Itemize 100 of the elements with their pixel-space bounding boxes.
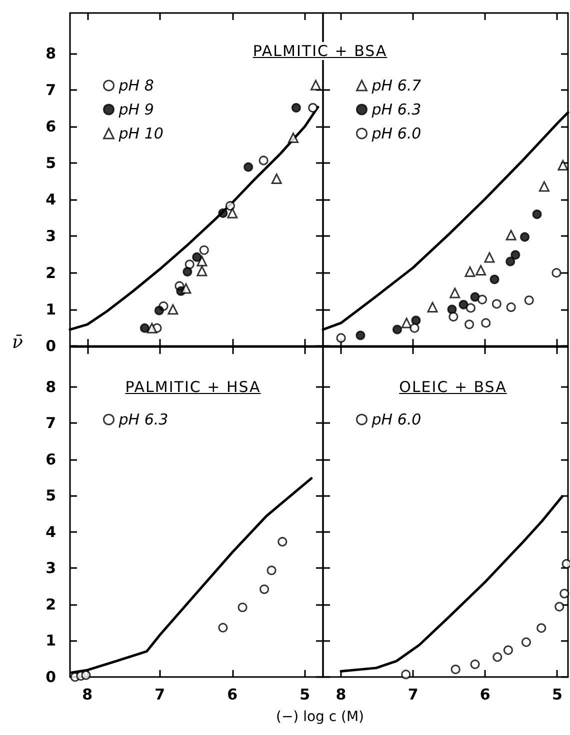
x-tick-label: 5	[300, 686, 310, 704]
point	[506, 302, 516, 312]
point	[464, 320, 474, 330]
y-axis-title: ν̄	[12, 332, 23, 353]
x-tick-label: 6	[227, 686, 238, 704]
point	[450, 288, 460, 298]
point	[447, 304, 457, 314]
point	[520, 232, 530, 242]
point	[450, 664, 460, 674]
point	[308, 103, 318, 113]
y-tick-label: 8	[46, 378, 56, 396]
point	[182, 266, 192, 276]
point	[492, 652, 502, 662]
point	[288, 132, 299, 144]
point	[218, 622, 228, 632]
point	[458, 300, 468, 310]
point	[180, 283, 192, 294]
point	[146, 322, 158, 334]
point	[448, 312, 458, 322]
point	[192, 252, 202, 262]
point	[466, 303, 476, 313]
point	[218, 208, 228, 218]
x-tick-label: 7	[154, 686, 166, 704]
y-tick-label: 8	[46, 44, 56, 62]
x-tick-label: 8	[82, 686, 93, 704]
point	[503, 645, 513, 655]
point	[196, 256, 208, 266]
legend-label: pH 6.0	[370, 124, 422, 142]
point	[196, 266, 208, 276]
point	[356, 330, 366, 340]
point	[506, 230, 516, 240]
x-tick-label: 8	[336, 686, 346, 704]
text: OLEIC + BSA	[396, 378, 510, 396]
point	[464, 266, 476, 277]
text: PALMITIC + BSA	[250, 42, 390, 60]
point	[521, 637, 531, 647]
x-tick-label: 7	[408, 686, 418, 704]
point	[411, 316, 421, 326]
legend-label: pH 6.3	[370, 100, 422, 118]
point	[227, 208, 238, 218]
point	[427, 302, 438, 312]
point	[536, 623, 546, 633]
point	[258, 156, 268, 166]
legend-label: pH 9	[118, 100, 154, 118]
point	[562, 559, 570, 569]
point	[484, 252, 495, 263]
point	[470, 660, 480, 670]
point	[401, 318, 412, 328]
point	[278, 536, 288, 546]
y-tick-label: 4	[46, 190, 56, 209]
legend-label: pH 6.0	[370, 410, 422, 428]
point	[538, 181, 550, 192]
legend-label: pH 6.3	[118, 410, 168, 428]
point	[510, 250, 520, 260]
x-tick-label: 6	[480, 686, 490, 704]
point	[490, 274, 500, 284]
point	[558, 160, 568, 170]
y-tick-label: 6	[46, 450, 56, 468]
point	[168, 304, 178, 315]
y-tick-label: 1	[46, 632, 56, 650]
point	[506, 256, 516, 266]
point	[336, 333, 346, 343]
point	[481, 318, 491, 328]
point	[478, 294, 487, 304]
point	[199, 245, 209, 255]
x-axis-title: (−) log c (M)	[276, 709, 364, 725]
point	[154, 306, 164, 316]
legend-label: pH 10	[118, 124, 164, 142]
point	[554, 602, 564, 612]
point	[401, 670, 411, 680]
point	[410, 323, 420, 333]
point	[470, 292, 480, 302]
point	[532, 210, 542, 220]
point	[184, 260, 194, 270]
y-tick-label: 2	[46, 595, 56, 614]
point	[291, 103, 301, 113]
point	[524, 296, 534, 306]
y-tick-label: 3	[46, 227, 56, 246]
point	[260, 584, 270, 594]
y-tick-label: 3	[46, 559, 56, 578]
point	[492, 299, 502, 309]
y-tick-label: 5	[46, 486, 56, 505]
point	[238, 602, 248, 612]
y-tick-label: 4	[46, 522, 56, 541]
point	[81, 670, 91, 680]
point	[476, 265, 486, 276]
legend-label: pH 6.7	[370, 76, 422, 94]
point	[560, 588, 570, 598]
point	[392, 324, 402, 334]
text: PALMITIC + HSA	[122, 378, 264, 396]
point	[140, 323, 150, 333]
point	[225, 201, 235, 211]
y-tick-label: 0	[46, 668, 56, 686]
y-tick-label: 5	[46, 154, 56, 172]
y-tick-label: 1	[46, 300, 56, 318]
point	[244, 162, 254, 172]
point	[552, 268, 562, 278]
point	[271, 174, 282, 184]
legend-label: pH 8	[118, 76, 154, 94]
y-tick-label: 7	[46, 80, 56, 99]
